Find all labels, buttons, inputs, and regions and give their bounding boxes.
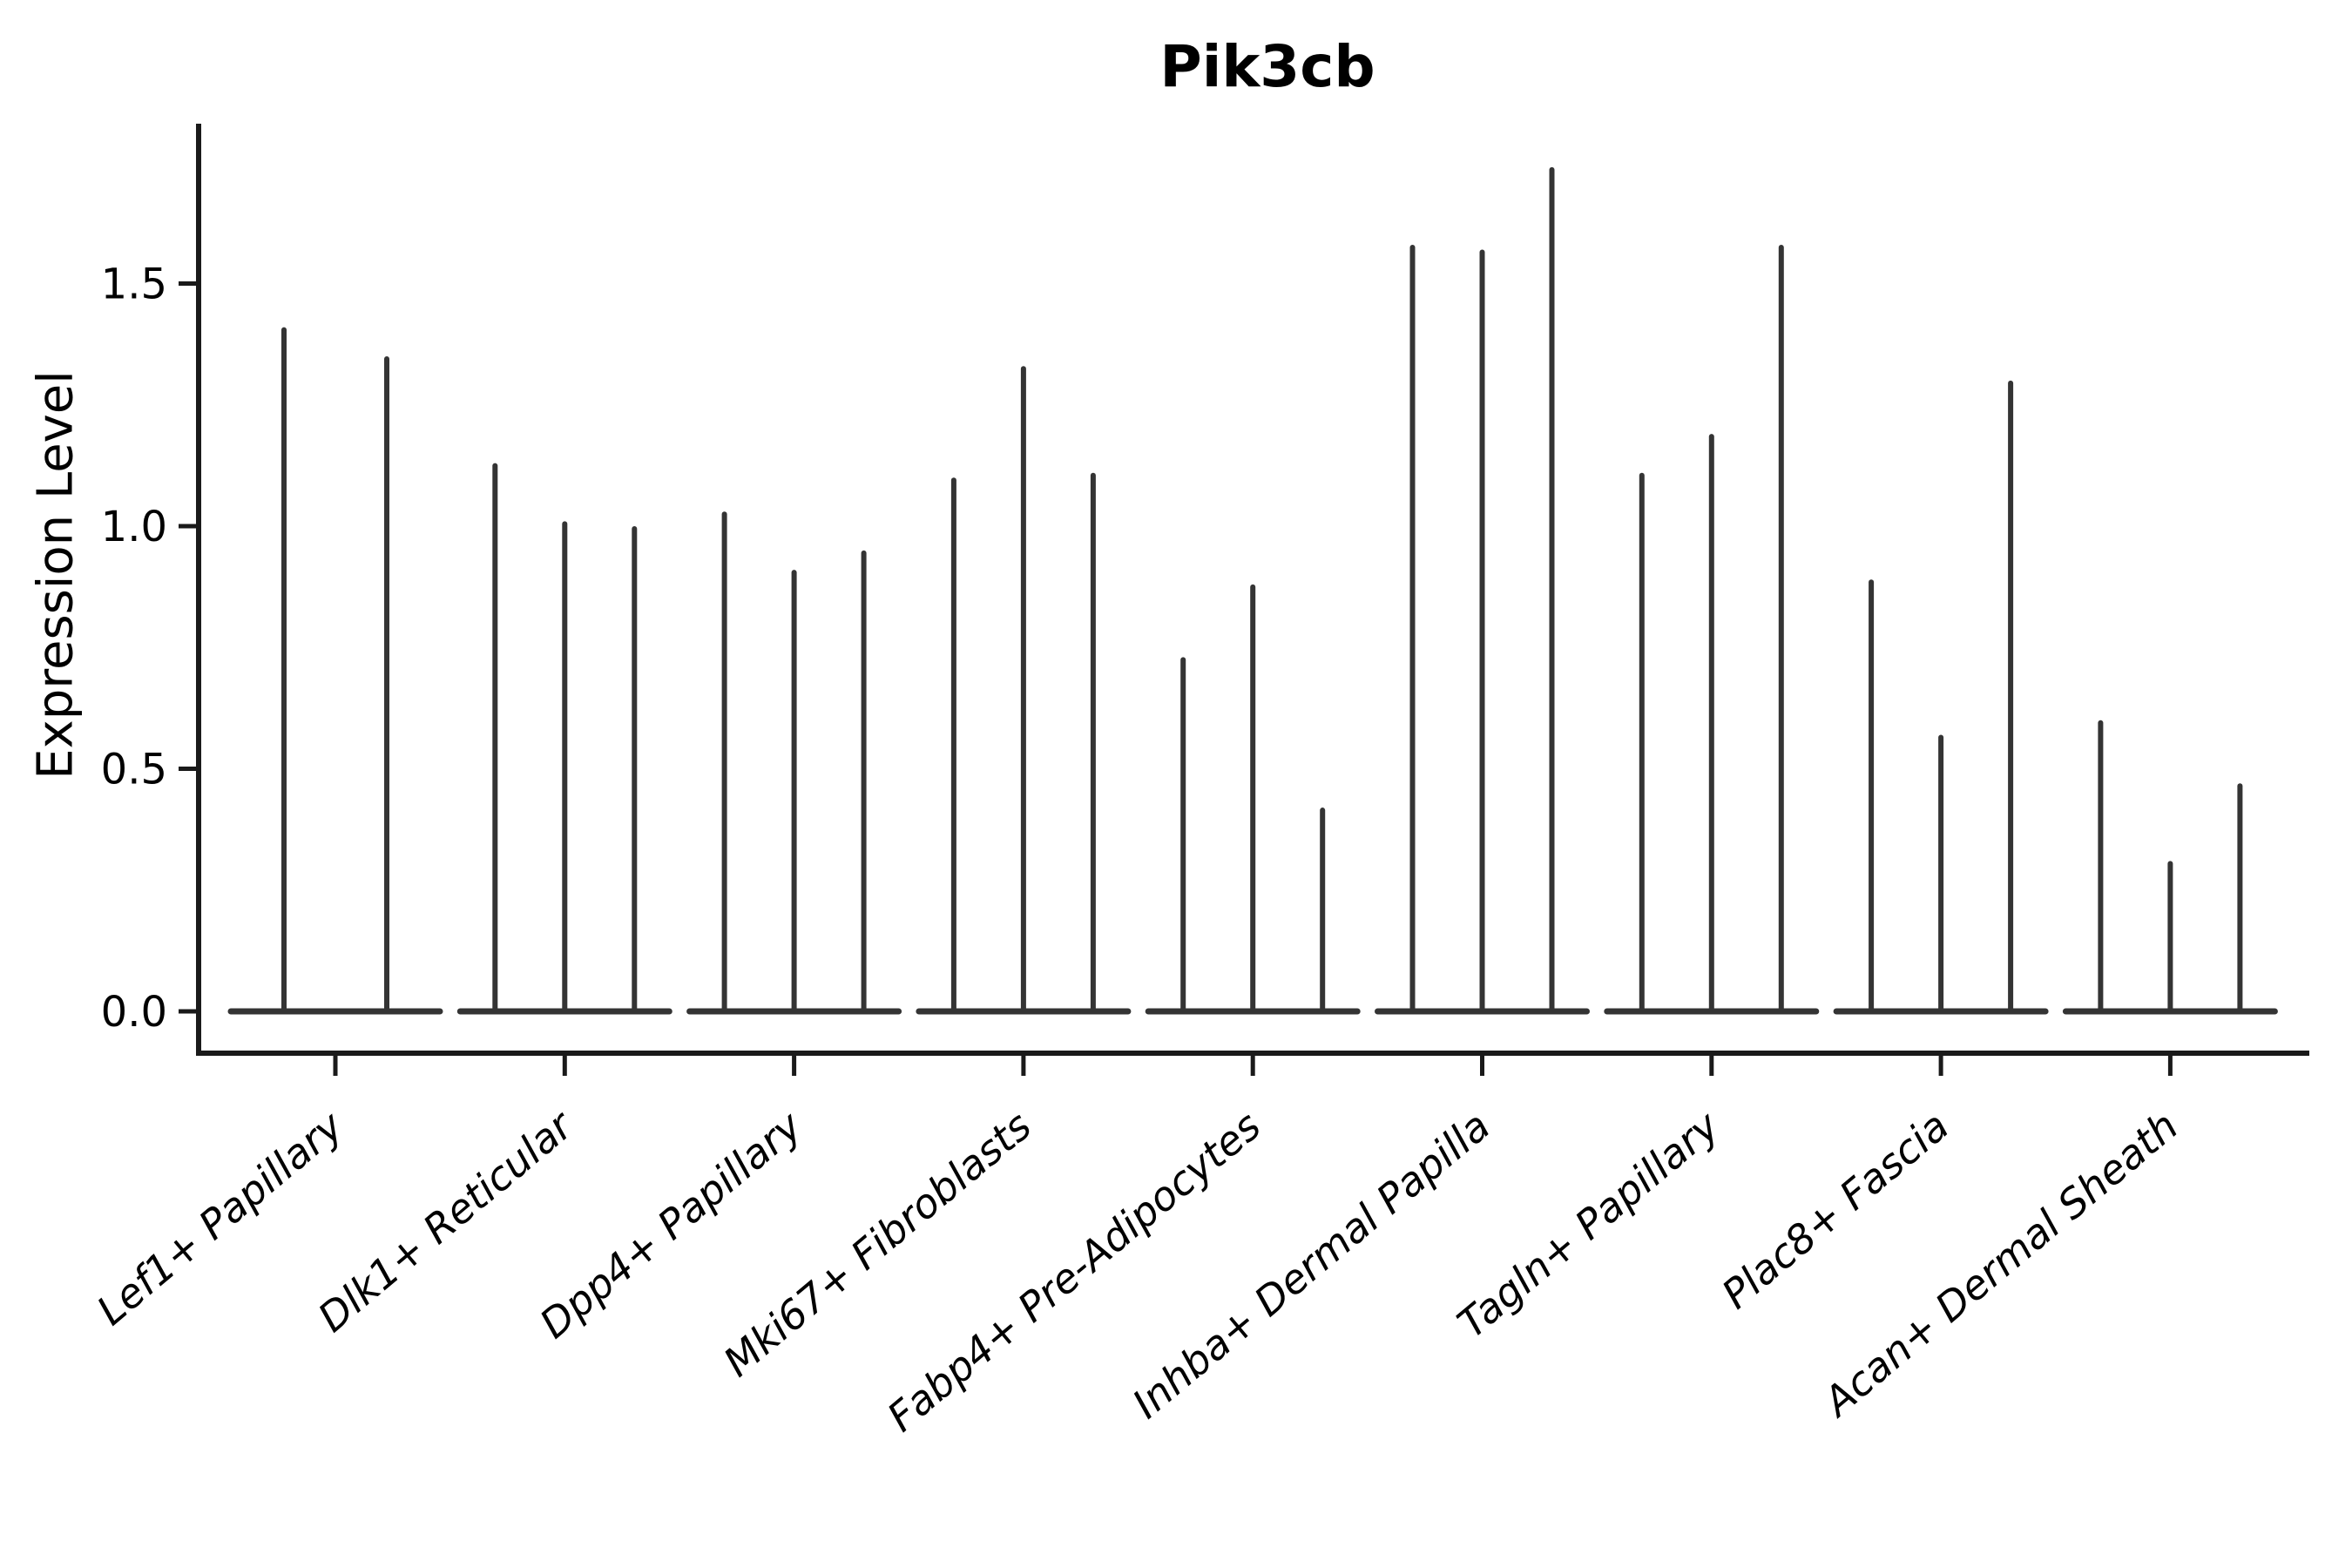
x-tick-label: Lef1+ Papillary xyxy=(88,1102,353,1335)
chart-title: Pik3cb xyxy=(1159,33,1375,100)
y-tick-label: 1.5 xyxy=(101,260,167,309)
y-tick-label: 1.0 xyxy=(101,503,167,551)
y-tick-label: 0.5 xyxy=(101,746,167,794)
x-tick-label: Fabp4+ Pre-Adipocytes xyxy=(878,1102,1269,1441)
y-tick-label: 0.0 xyxy=(101,988,167,1037)
x-tick-label: Plac8+ Fascia xyxy=(1713,1102,1957,1318)
